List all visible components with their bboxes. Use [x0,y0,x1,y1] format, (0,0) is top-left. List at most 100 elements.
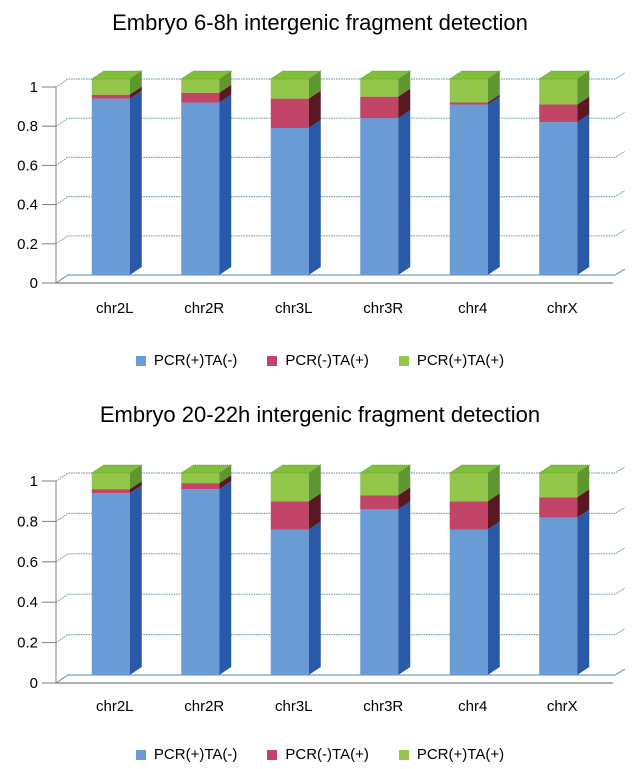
bar-side [577,114,590,276]
bar-segment [539,122,578,276]
gridline [55,268,626,284]
bar-side [219,475,232,490]
x-tick-label: chr3R [363,698,403,715]
bar-segment [270,79,309,99]
bar-side [219,465,232,484]
bar-side [308,521,321,675]
bar-side [398,487,411,510]
legend-swatch [398,749,409,760]
bar-side [308,465,321,502]
legend-swatch [135,355,146,366]
legend: PCR(+)TA(-) PCR(-)TA(+) PCR(+)TA(+) [0,352,640,369]
bar-segment [360,495,399,510]
legend-label: PCR(+)TA(+) [416,352,505,369]
bar-top [358,70,412,80]
x-tick-label: chr4 [458,300,487,317]
gridline [55,190,626,206]
legend: PCR(+)TA(-) PCR(-)TA(+) PCR(+)TA(+) [0,746,640,763]
bar-segment [91,493,130,675]
y-tick-label: 1 [30,79,38,96]
bar-top [179,70,233,80]
chart-title: Embryo 20-22h intergenic fragment detect… [99,402,541,427]
bar-side [129,485,142,675]
x-tick-label: chrX [547,698,578,715]
gridline [55,628,626,644]
gridline [55,506,626,522]
chart-panel-1: Embryo 6-8h intergenic fragment detectio… [0,0,640,384]
x-tick-label: chr2R [184,698,224,715]
bar-side [487,71,500,103]
y-tick-label: 0.6 [17,157,38,174]
bar-segment [181,102,220,276]
bar-segment [91,79,130,95]
bar-segment [449,104,488,275]
y-tick-label: 0.6 [17,554,38,571]
bar-segment [181,489,220,675]
bar-segment [181,483,220,490]
legend-item-pcr-neg-ta-pos: PCR(-)TA(+) [267,746,369,763]
gridline [55,150,626,166]
bar-side [308,120,321,275]
bar-side [577,71,590,105]
bar-top [90,70,144,80]
bar-side [398,71,411,97]
bar-side [487,465,500,502]
bar-segment [449,473,488,502]
legend-label: PCR(-)TA(+) [285,352,369,369]
y-tick-label: 0.2 [17,635,38,652]
gridline [55,668,626,684]
gridline [55,72,626,88]
bar-side [487,521,500,675]
bar-segment [270,98,309,128]
legend-swatch [398,355,409,366]
y-tick-label: 0.8 [17,513,38,530]
bar-segment [449,79,488,103]
bar-top [179,464,233,474]
bar-side [577,465,590,498]
bar-top [269,70,323,80]
bar-side [398,501,411,675]
chart-panel-2: Embryo 20-22h intergenic fragment detect… [0,384,640,768]
y-tick-label: 1 [30,473,38,490]
bar-segment [181,473,220,484]
bar-side [398,110,411,275]
bar-side [487,96,500,275]
bar-side [219,71,232,93]
bar-top [537,464,591,474]
bar-segment [360,509,399,675]
x-tick-label: chrX [547,300,578,317]
x-tick-label: chr3L [275,300,313,317]
bar-chart-embryo-6-8h: 0 0.2 0.4 0.6 0.8 1 chr2L chr2R chr3L chr3R chr4 ch… [17,70,626,317]
bar-segment [449,102,488,105]
bar-side [219,94,232,276]
bar-segment [539,473,578,498]
legend-item-pcr-pos-ta-pos: PCR(+)TA(+) [398,352,505,369]
bar-chart-embryo-20-22h: 0 0.2 0.4 0.6 0.8 1 chr2L chr2R chr3L chr3R chr4 ch… [17,464,626,715]
gridline [55,229,626,245]
bar-segment [270,128,309,275]
gridline [55,547,626,563]
chart-title: Embryo 6-8h intergenic fragment detectio… [112,10,528,35]
bar-side [129,86,142,99]
legend-label: PCR(+)TA(+) [416,746,505,763]
bar-side [577,96,590,123]
y-tick-label: 0.4 [17,197,38,214]
bar-side [308,493,321,530]
legend-label: PCR(-)TA(+) [285,746,369,763]
bar-side [308,71,321,99]
x-tick-label: chr3L [275,698,313,715]
x-tick-label: chr4 [458,698,487,715]
bar-segment [91,94,130,99]
bar-top [269,464,323,474]
bar-side [219,84,232,103]
y-tick-label: 0.8 [17,118,38,135]
bar-side [398,88,411,119]
bar-segment [360,79,399,97]
legend-item-pcr-pos-ta-neg: PCR(+)TA(-) [135,352,237,369]
bar-segment [360,96,399,119]
bar-side [577,509,590,675]
bar-segment [449,501,488,530]
bar-top [90,464,144,474]
x-tick-label: chr2R [184,300,224,317]
bar-segment [539,497,578,518]
